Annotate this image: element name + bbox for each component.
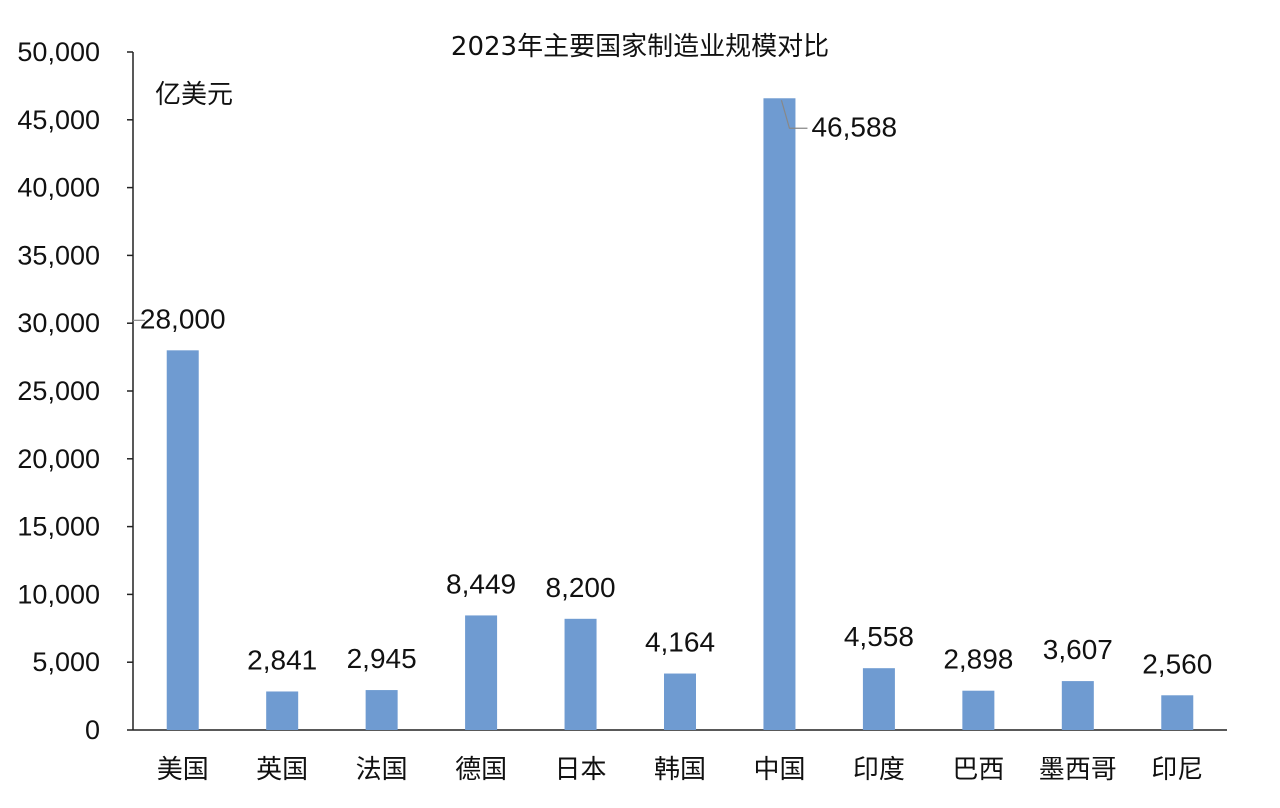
bar xyxy=(664,673,696,730)
bar xyxy=(564,618,597,730)
x-tick-label: 德国 xyxy=(455,755,507,785)
y-tick-label: 5,000 xyxy=(32,647,100,677)
data-label: 28,000 xyxy=(140,303,226,334)
data-label: 2,898 xyxy=(943,644,1013,675)
leader-line xyxy=(780,100,808,129)
x-tick-label: 印尼 xyxy=(1151,755,1203,785)
y-tick-label: 50,000 xyxy=(17,37,100,67)
x-tick-label: 英国 xyxy=(256,755,308,785)
bar xyxy=(962,690,995,730)
bar xyxy=(266,691,299,730)
bar xyxy=(763,98,796,730)
data-label: 8,200 xyxy=(546,572,616,603)
y-tick-label: 40,000 xyxy=(17,173,100,203)
y-tick-label: 45,000 xyxy=(17,105,100,135)
axes: 0 5,000 10,000 15,000 20,000 25,000 30,000 35,0… xyxy=(17,37,1227,785)
y-tick-label: 25,000 xyxy=(17,376,100,406)
data-label: 3,607 xyxy=(1043,634,1113,665)
x-tick-label: 印度 xyxy=(853,755,905,785)
data-label: 4,558 xyxy=(844,621,914,652)
chart-title: 2023年主要国家制造业规模对比 xyxy=(451,32,829,62)
y-tick-label: 10,000 xyxy=(17,579,100,609)
y-tick-label: 15,000 xyxy=(17,512,100,542)
bar xyxy=(365,690,398,730)
x-tick-label: 墨西哥 xyxy=(1039,755,1117,785)
data-label: 4,164 xyxy=(645,627,715,658)
data-label: 2,945 xyxy=(347,643,417,674)
data-label: 2,841 xyxy=(247,644,317,675)
y-tick-label: 35,000 xyxy=(17,240,100,270)
x-tick-label: 法国 xyxy=(356,755,408,785)
x-tick-label: 美国 xyxy=(157,755,209,785)
x-tick-label: 日本 xyxy=(555,755,607,785)
bar xyxy=(862,668,895,730)
data-label: 2,560 xyxy=(1142,648,1212,679)
unit-label: 亿美元 xyxy=(155,80,233,110)
x-tick-label: 巴西 xyxy=(952,755,1004,785)
bar xyxy=(166,350,199,730)
bar xyxy=(1061,681,1094,730)
y-tick-label: 0 xyxy=(85,715,100,745)
data-labels: 28,000 2,841 2,945 8,449 8,200 4,164 46,588 4,5… xyxy=(133,100,1212,679)
x-tick-label: 中国 xyxy=(753,755,805,785)
data-label: 46,588 xyxy=(811,111,897,142)
bar xyxy=(465,615,498,730)
y-tick-label: 20,000 xyxy=(17,444,100,474)
bar xyxy=(1161,695,1194,730)
y-tick-label: 30,000 xyxy=(17,308,100,338)
data-label: 8,449 xyxy=(446,568,516,599)
bars xyxy=(166,98,1194,730)
x-tick-label: 韩国 xyxy=(654,755,706,785)
